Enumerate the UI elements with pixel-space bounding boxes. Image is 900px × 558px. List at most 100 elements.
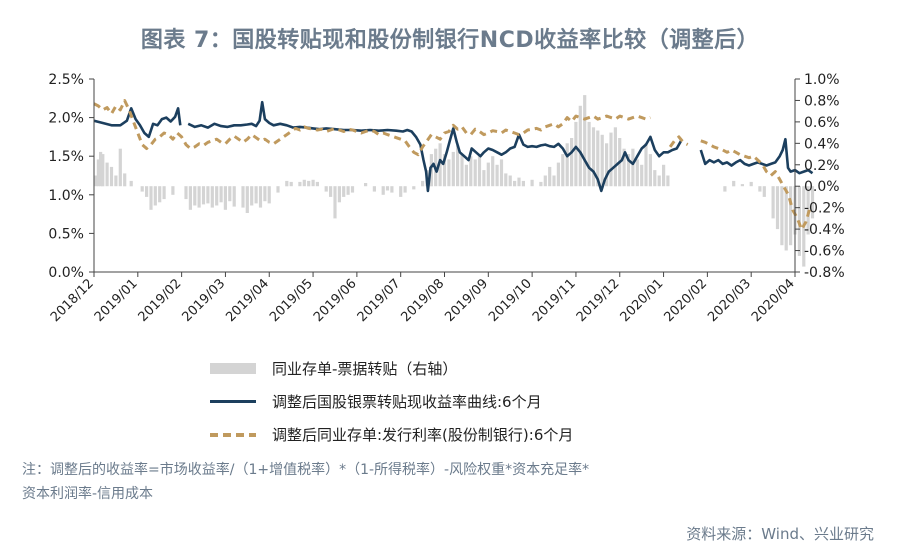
bar-mark [307,180,311,187]
bar-mark [662,164,666,187]
x-tick-label: 2020/01 [618,276,667,325]
bar-mark [385,186,390,191]
bar-mark [254,186,258,204]
bar-mark [263,186,267,202]
line-series [93,99,814,231]
bar-mark [99,151,103,187]
bar-mark [381,186,385,195]
discount-yield-line-1 [187,100,683,193]
legend-swatch-ncd-rate [210,432,256,437]
bar-mark [513,180,517,187]
left-y-axis: 0.0% 0.5% 1.0% 1.5% 2.0% 2.5% [48,72,94,281]
legend-item-ncd-rate: 调整后同业存单:发行利率(股份制银行):6个月 [210,418,730,451]
bar-mark [412,186,416,190]
bar-mark [644,143,648,187]
bar-mark [223,186,227,210]
bar-mark [118,148,122,187]
x-tick-label: 2019/02 [136,276,185,325]
bar-mark [640,164,644,187]
right-tick-label: -0.6% [804,244,845,260]
legend: 同业存单-票据转贴（右轴） 调整后国股银票转贴现收益率曲线:6个月 调整后同业存… [210,352,730,451]
bar-mark [596,130,600,187]
bar-mark [552,175,556,187]
bar-mark [631,148,635,187]
bar-mark [771,186,775,219]
chart-plot: 0.0% 0.5% 1.0% 1.5% 2.0% 2.5% -0.8% -0.6% -0.4%… [48,72,845,325]
bar-mark [622,148,626,187]
chart-note: 注：调整后的收益率=市场收益率/（1+增值税率）*（1-所得税率）-风险权重*资… [22,458,882,506]
right-tick-label: -0.8% [804,265,845,281]
x-tick-label: 2019/12 [574,276,623,325]
bar-mark [780,186,784,246]
bar-mark [477,154,482,187]
bar-mark [648,154,652,187]
bar-mark [350,186,355,193]
bar-mark [460,154,464,187]
bar-mark [210,186,214,208]
bar-mark [473,159,477,187]
bar-mark [561,154,565,187]
bar-mark [403,186,407,193]
bar-mark [723,186,727,192]
right-tick-label: -0.2% [804,201,845,217]
bar-mark [337,186,341,203]
bar-mark [346,186,350,195]
bar-mark [193,186,197,206]
bar-mark [311,179,315,187]
legend-swatch-discount-yield [210,400,256,403]
bar-mark [758,186,762,192]
left-tick-label: 2.5% [48,72,84,88]
bar-mark [342,186,346,197]
bar-mark [390,186,394,193]
bar-mark [215,186,219,206]
bar-mark [605,143,609,187]
x-tick-label: 2020/04 [749,276,798,325]
bar-mark [101,154,105,187]
bar-mark [250,186,254,206]
legend-item-bars: 同业存单-票据转贴（右轴） [210,352,730,385]
bar-mark [149,186,153,210]
bar-mark [486,162,490,187]
bar-mark [775,186,780,230]
bar-mark [267,186,271,204]
bar-mark [653,170,657,187]
bar-mark [232,186,236,207]
discount-yield-line-0 [93,107,182,139]
bar-mark [298,181,302,187]
bar-mark [206,186,210,204]
bar-mark [464,164,468,187]
right-tick-label: 0.6% [804,115,840,131]
bar-mark [289,181,293,187]
bar-mark [96,159,100,187]
x-tick-label: 2019/08 [399,276,448,325]
bar-mark [329,186,333,197]
x-tick-label: 2019/10 [486,276,535,325]
bar-mark [114,175,118,187]
x-tick-label: 2019/06 [311,276,360,325]
bar-mark [245,186,249,213]
bar-mark [276,186,280,193]
note-line-2: 资本利润率-信用成本 [22,486,154,502]
bar-mark [578,105,582,187]
ncd-rate-line-0 [93,99,651,157]
ncd-rate-line-2 [700,139,812,231]
x-tick-label: 2019/03 [179,276,228,325]
bar-mark [508,175,512,187]
bar-mark [158,186,162,203]
bar-mark [228,186,232,202]
bar-mark [583,95,587,187]
x-tick-label: 2019/09 [442,276,491,325]
bar-mark [451,151,455,187]
bar-mark [740,184,744,187]
bar-mark [609,132,613,187]
right-tick-label: 0.0% [804,179,840,195]
x-tick-label: 2018/12 [48,276,97,325]
chart-title: 图表 7：国股转贴现和股份制银行NCD收益率比较（调整后） [140,28,760,53]
bar-mark [315,181,319,187]
discount-yield-line-2 [699,137,814,175]
right-tick-label: -0.4% [804,222,845,238]
legend-item-discount-yield: 调整后国股银票转贴现收益率曲线:6个月 [210,385,730,418]
bar-series [94,95,815,267]
bar-mark [482,170,486,187]
bar-mark [469,156,473,187]
